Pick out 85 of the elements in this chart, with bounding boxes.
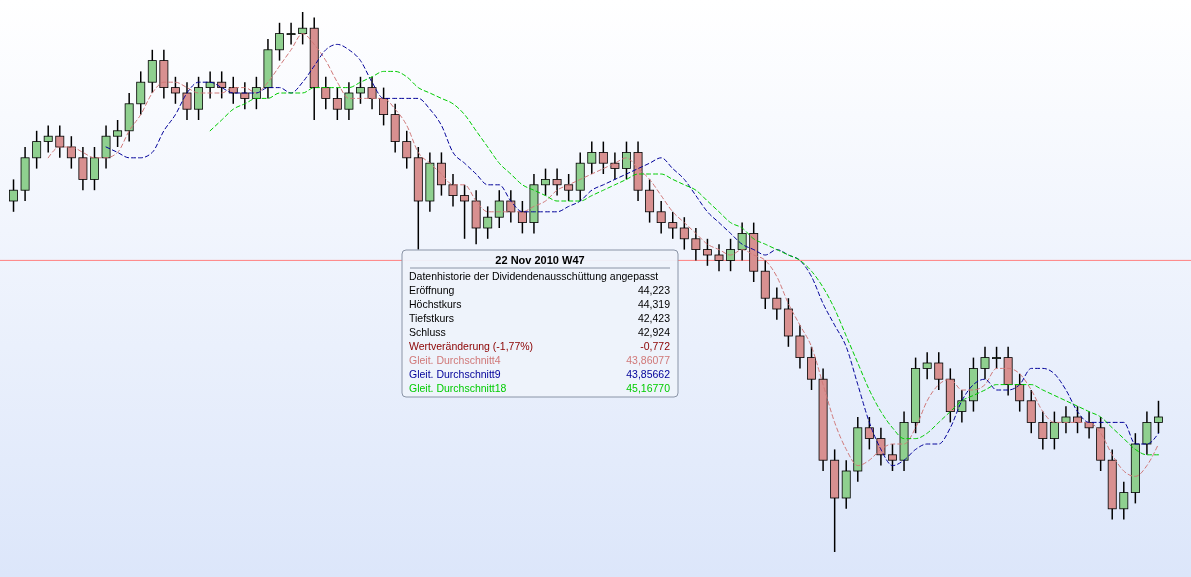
candlestick bbox=[864, 416, 874, 451]
candlestick bbox=[668, 211, 678, 240]
candlestick bbox=[9, 178, 18, 213]
candlestick bbox=[888, 443, 897, 472]
candlestick bbox=[795, 324, 805, 370]
candlestick bbox=[598, 140, 608, 175]
candlestick bbox=[552, 167, 562, 197]
candlestick bbox=[587, 140, 597, 175]
candlestick bbox=[66, 135, 76, 170]
candlestick bbox=[43, 124, 53, 154]
candlestick bbox=[367, 76, 377, 110]
text: Gleit. Durchschnitt18 bbox=[409, 382, 507, 394]
candlestick bbox=[934, 351, 944, 391]
candlestick bbox=[1073, 405, 1082, 434]
candlestick bbox=[772, 286, 782, 321]
annotation: Tiefstkurs bbox=[409, 312, 455, 324]
candlestick bbox=[136, 70, 146, 116]
annotation: Wertveränderung (-1,77%) bbox=[409, 340, 534, 352]
candlestick bbox=[90, 146, 99, 191]
candlestick bbox=[1154, 400, 1163, 434]
candlestick bbox=[517, 200, 527, 235]
candlestick bbox=[726, 238, 736, 272]
annotation: Schluss bbox=[409, 326, 446, 338]
candlestick bbox=[344, 81, 354, 121]
annotation: 43,86077 bbox=[626, 354, 671, 366]
candlestick bbox=[807, 346, 816, 391]
candlestick bbox=[298, 11, 308, 46]
candlestick bbox=[1119, 481, 1129, 521]
annotation: 45,16770 bbox=[626, 382, 671, 394]
annotation: 44,319 bbox=[637, 298, 671, 310]
candlestick bbox=[714, 243, 724, 272]
text: Gleit. Durchschnitt4 bbox=[409, 354, 501, 366]
candlestick bbox=[564, 173, 574, 202]
candlestick bbox=[286, 22, 296, 46]
candlestick bbox=[610, 151, 620, 181]
candlestick bbox=[494, 189, 504, 229]
candlestick bbox=[483, 205, 493, 240]
candlestick bbox=[992, 346, 1002, 370]
candlestick bbox=[275, 22, 284, 62]
candlestick bbox=[32, 130, 42, 170]
candlestick bbox=[506, 189, 516, 224]
candlestick bbox=[436, 151, 446, 197]
candlestick bbox=[460, 184, 470, 240]
candlestick bbox=[541, 167, 550, 197]
candlestick bbox=[737, 221, 747, 262]
candlestick bbox=[922, 351, 932, 380]
candlestick bbox=[691, 227, 701, 262]
candlestick bbox=[1026, 389, 1036, 434]
annotation: 44,223 bbox=[637, 284, 671, 296]
annotation: 43,85662 bbox=[626, 368, 671, 380]
candlestick bbox=[170, 76, 180, 105]
candlestick bbox=[379, 86, 389, 127]
candlestick bbox=[194, 76, 204, 121]
candlestick bbox=[356, 76, 365, 105]
candlestick bbox=[1061, 405, 1071, 434]
annotation: 22 Nov 2010 W47 bbox=[495, 254, 585, 266]
annotation: Datenhistorie der Dividendenausschüttung angepasst bbox=[409, 270, 659, 282]
candlestick bbox=[645, 178, 655, 224]
candlestick bbox=[1049, 410, 1059, 451]
annotation: 42,423 bbox=[637, 312, 671, 324]
annotation: -0,772 bbox=[640, 340, 671, 352]
candlestick bbox=[182, 81, 192, 121]
candlestick bbox=[448, 173, 458, 208]
candlestick bbox=[1015, 373, 1025, 413]
candlestick bbox=[702, 238, 712, 267]
candlestick bbox=[147, 49, 157, 94]
candlestick bbox=[332, 86, 342, 121]
annotation: Eröffnung bbox=[409, 284, 455, 296]
candlestick bbox=[1142, 410, 1152, 456]
candlestick bbox=[101, 124, 111, 170]
candlestick bbox=[205, 70, 215, 100]
candlestick bbox=[980, 346, 990, 380]
candlestick bbox=[622, 140, 631, 181]
candlestick bbox=[402, 130, 412, 170]
candlestick bbox=[240, 81, 250, 110]
text: Gleit. Durchschnitt9 bbox=[409, 368, 501, 380]
candlestick bbox=[113, 119, 123, 148]
candlestick bbox=[1038, 410, 1048, 451]
candlestick bbox=[656, 200, 666, 235]
candlestick bbox=[679, 216, 689, 251]
annotation: 42,924 bbox=[637, 326, 671, 338]
annotation: Höchstkurs bbox=[409, 298, 462, 310]
candlestick bbox=[55, 124, 65, 159]
candlestick bbox=[321, 76, 331, 110]
candlestick bbox=[78, 146, 88, 191]
